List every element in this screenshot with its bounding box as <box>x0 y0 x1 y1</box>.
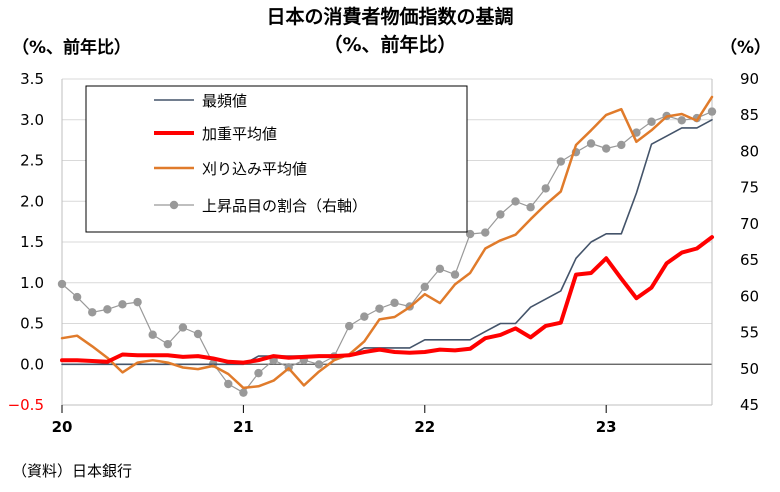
series-point <box>118 300 127 309</box>
series-point <box>224 379 233 389</box>
left-tick-label: 1.0 <box>20 274 44 292</box>
left-axis-unit-label: （%、前年比） <box>12 38 132 58</box>
left-tick-label: 0.5 <box>20 315 44 333</box>
series-point <box>57 279 67 289</box>
series-point <box>239 388 248 397</box>
series-point <box>254 368 263 378</box>
series-point <box>601 144 611 153</box>
series-line-2 <box>60 95 714 390</box>
series-point <box>465 229 475 239</box>
series-point <box>435 264 445 274</box>
legend-label: 加重平均値 <box>202 125 277 143</box>
series-point <box>586 139 596 148</box>
series-point <box>541 184 550 193</box>
series-point <box>345 321 354 331</box>
series-point <box>148 330 157 339</box>
x-tick-label: 21 <box>233 418 254 436</box>
series-point <box>72 292 82 302</box>
right-tick-label: 65 <box>740 251 759 269</box>
left-tick-label: 0.0 <box>20 355 44 373</box>
legend-marker <box>169 200 179 210</box>
left-tick-label: 3.5 <box>20 70 44 88</box>
right-tick-label: 85 <box>740 106 759 124</box>
left-tick-label: 2.5 <box>20 152 44 170</box>
series-point <box>390 298 399 308</box>
right-tick-label: 80 <box>740 142 759 160</box>
series-point <box>511 197 520 206</box>
series-point <box>617 140 626 150</box>
right-axis-unit-label: （%） <box>720 38 772 58</box>
x-tick-label: 22 <box>414 418 435 436</box>
series-point <box>526 203 535 212</box>
x-tick-label: 20 <box>52 418 73 436</box>
right-tick-label: 50 <box>740 360 759 378</box>
series-point <box>88 308 97 317</box>
series-point <box>375 304 384 313</box>
series-point <box>133 297 142 307</box>
series-point <box>178 323 188 332</box>
right-tick-label: 60 <box>740 287 759 305</box>
series-point <box>103 305 112 314</box>
series-point <box>163 339 173 349</box>
series-point <box>360 312 369 321</box>
chart-title: 日本の消費者物価指数の基調 <box>266 6 514 28</box>
right-tick-label: 90 <box>740 70 759 88</box>
series-line-1 <box>60 235 714 365</box>
right-tick-label: 75 <box>740 179 759 197</box>
chart-subtitle: （%、前年比） <box>323 34 457 56</box>
series-point <box>647 117 656 126</box>
series-point <box>193 329 203 339</box>
x-tick-label: 23 <box>596 418 617 436</box>
legend-box <box>85 85 468 233</box>
series-lines <box>57 95 717 397</box>
series-point <box>556 157 566 166</box>
series-point <box>677 116 686 125</box>
series-point <box>314 360 324 369</box>
right-tick-label: 70 <box>740 215 759 233</box>
series-point <box>496 210 505 219</box>
left-tick-label: 3.0 <box>20 111 44 129</box>
left-tick-label: 2.0 <box>20 192 44 210</box>
legend-label: 刈り込み平均値 <box>202 160 307 178</box>
series-point <box>420 282 429 292</box>
legend-label: 最頻値 <box>202 92 247 110</box>
legend-label: 上昇品目の割合（右軸） <box>202 197 367 215</box>
left-tick-label: −0.5 <box>8 396 44 414</box>
right-tick-label: 55 <box>740 324 759 342</box>
series-point <box>707 107 717 116</box>
left-tick-label: 1.5 <box>20 233 44 251</box>
series-point <box>450 270 460 279</box>
series-point <box>481 228 490 237</box>
source-note: （資料）日本銀行 <box>12 462 133 480</box>
right-tick-label: 45 <box>740 396 759 414</box>
axis-ticks: −0.5 0.0 0.5 1.0 1.5 2.0 2.5 3.0 3.5 45 50 55 60 65 70… <box>8 70 760 436</box>
